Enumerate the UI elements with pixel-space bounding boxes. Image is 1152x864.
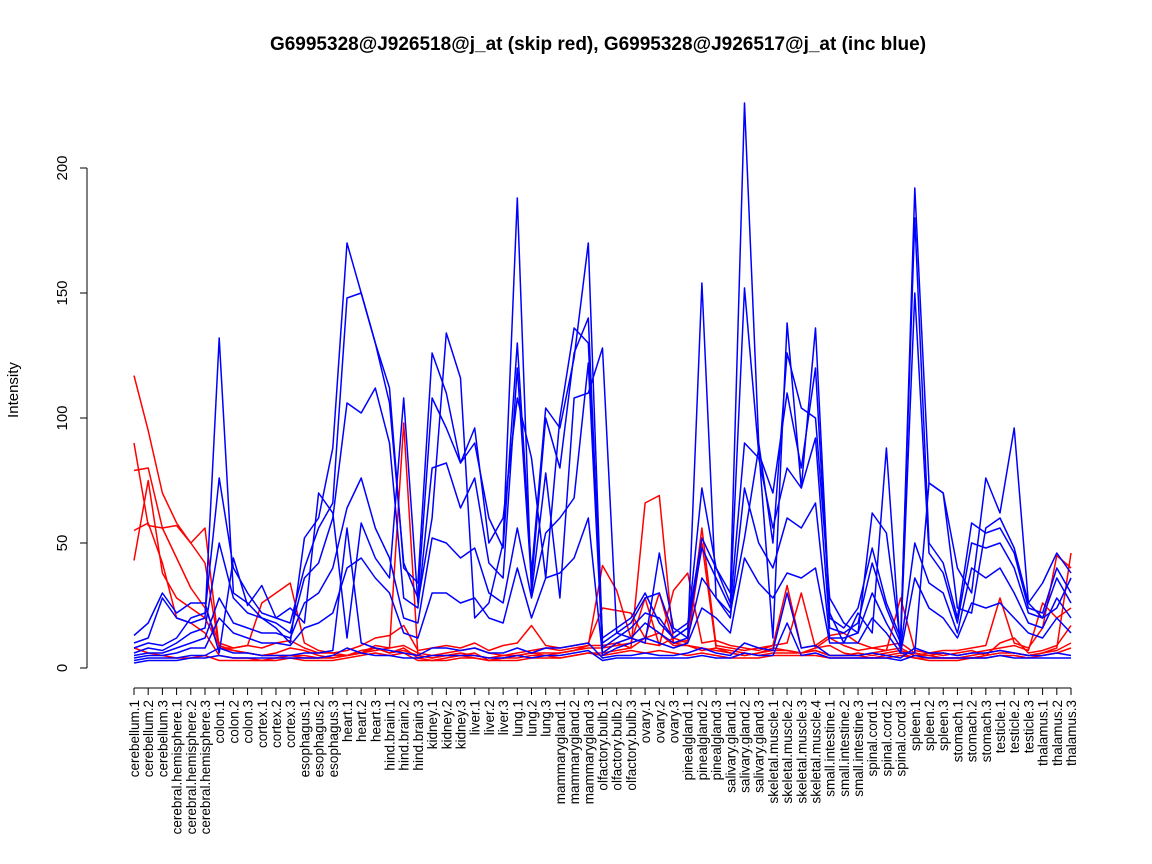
series-line [133, 197, 1072, 654]
series-line [133, 292, 1072, 654]
x-tick-label: esophagus.3 [326, 700, 341, 777]
x-tick-label: thalamus.2 [1050, 700, 1065, 766]
x-tick-label: spinal.cord.2 [879, 700, 894, 777]
x-tick-label: salivary.gland.2 [737, 700, 752, 793]
x-tick-label: spleen.3 [936, 700, 951, 751]
x-tick-label: hind.brain.3 [411, 700, 426, 771]
y-axis: 0 50 100 150 200 [54, 155, 88, 672]
x-tick-label: spinal.cord.1 [865, 700, 880, 777]
x-tick-label: lung.3 [539, 700, 554, 737]
x-tick-label: pinealgland.1 [681, 700, 696, 780]
x-tick-label: pinealgland.2 [695, 700, 710, 780]
x-tick-label: cortex.3 [283, 700, 298, 748]
x-tick-label: hind.brain.2 [397, 700, 412, 771]
series-layer [133, 102, 1072, 664]
x-tick-label: kidney.3 [454, 700, 469, 749]
x-tick-label: liver.3 [496, 700, 511, 735]
x-tick-label: small.intestine.3 [851, 700, 866, 797]
x-tick-label: hind.brain.1 [383, 700, 398, 771]
x-tick-label: ovary.2 [652, 700, 667, 743]
y-tick-label: 100 [54, 405, 71, 430]
y-tick-label: 200 [54, 155, 71, 180]
x-tick-label: mammarygland.1 [553, 700, 568, 804]
x-tick-label: thalamus.3 [1064, 700, 1079, 766]
x-tick-label: stomach.2 [965, 700, 980, 762]
x-tick-label: testicle.2 [1007, 700, 1022, 753]
x-tick-label: testicle.3 [1021, 700, 1036, 753]
x-tick-label: cerebral.hemisphere.3 [198, 700, 213, 834]
x-tick-label: stomach.3 [979, 700, 994, 762]
x-tick-label: colon.1 [212, 700, 227, 744]
series-line [133, 517, 1072, 659]
x-tick-label: small.intestine.1 [823, 700, 838, 797]
x-tick-label: cerebellum.1 [127, 700, 142, 777]
chart-title: G6995328@J926518@j_at (skip red), G69953… [270, 34, 926, 55]
x-tick-label: cortex.2 [269, 700, 284, 748]
x-tick-label: heart.2 [354, 700, 369, 742]
x-tick-label: skeletal.muscle.1 [766, 700, 781, 804]
x-tick-label: skeletal.muscle.3 [794, 700, 809, 804]
x-tick-label: salivary.gland.1 [723, 700, 738, 793]
y-tick-label: 150 [54, 280, 71, 305]
x-tick-label: mammarygland.3 [581, 700, 596, 804]
series-line [133, 102, 1072, 644]
x-tick-label: esophagus.1 [297, 700, 312, 777]
x-tick-label: salivary.gland.3 [752, 700, 767, 793]
x-tick-label: cerebral.hemisphere.1 [170, 700, 185, 834]
series-line [133, 442, 1072, 654]
x-tick-label: olfactory.bulb.1 [596, 700, 611, 791]
y-axis-label: Intensity [5, 362, 22, 418]
x-tick-label: ovary.3 [666, 700, 681, 743]
y-tick-label: 50 [54, 535, 71, 552]
x-tick-label: lung.1 [510, 700, 525, 737]
y-tick-label: 0 [54, 664, 71, 672]
x-tick-label: stomach.1 [950, 700, 965, 762]
x-tick-label: spinal.cord.3 [894, 700, 909, 777]
series-line [133, 362, 1072, 657]
x-tick-label: cerebellum.3 [155, 700, 170, 777]
x-tick-label: spleen.1 [908, 700, 923, 751]
x-tick-label: heart.1 [340, 700, 355, 742]
x-tick-label: skeletal.muscle.4 [808, 700, 823, 804]
x-tick-label: lung.2 [525, 700, 540, 737]
x-tick-label: colon.3 [241, 700, 256, 744]
x-tick-label: liver.1 [468, 700, 483, 735]
x-tick-label: liver.2 [482, 700, 497, 735]
x-tick-label: small.intestine.2 [837, 700, 852, 797]
x-tick-label: mammarygland.2 [567, 700, 582, 804]
x-tick-label: kidney.2 [439, 700, 454, 749]
x-tick-label: olfactory.bulb.3 [624, 700, 639, 791]
x-tick-label: heart.3 [368, 700, 383, 742]
x-axis: cerebellum.1 cerebellum.2 cerebellum.3 cere… [127, 687, 1079, 834]
x-tick-label: thalamus.1 [1036, 700, 1051, 766]
x-tick-label: skeletal.muscle.2 [780, 700, 795, 804]
x-tick-label: spleen.2 [922, 700, 937, 751]
x-tick-label: cerebral.hemisphere.2 [184, 700, 199, 834]
x-tick-label: pinealgland.3 [709, 700, 724, 780]
x-tick-label: testicle.1 [993, 700, 1008, 753]
x-tick-label: esophagus.2 [312, 700, 327, 777]
x-tick-label: kidney.1 [425, 700, 440, 749]
x-tick-label: ovary.1 [638, 700, 653, 743]
x-tick-label: olfactory.bulb.2 [610, 700, 625, 791]
series-line [133, 622, 1071, 664]
x-tick-label: cerebellum.2 [141, 700, 156, 777]
x-tick-label: colon.2 [226, 700, 241, 744]
series-line [133, 527, 1072, 662]
x-tick-label: cortex.1 [255, 700, 270, 748]
